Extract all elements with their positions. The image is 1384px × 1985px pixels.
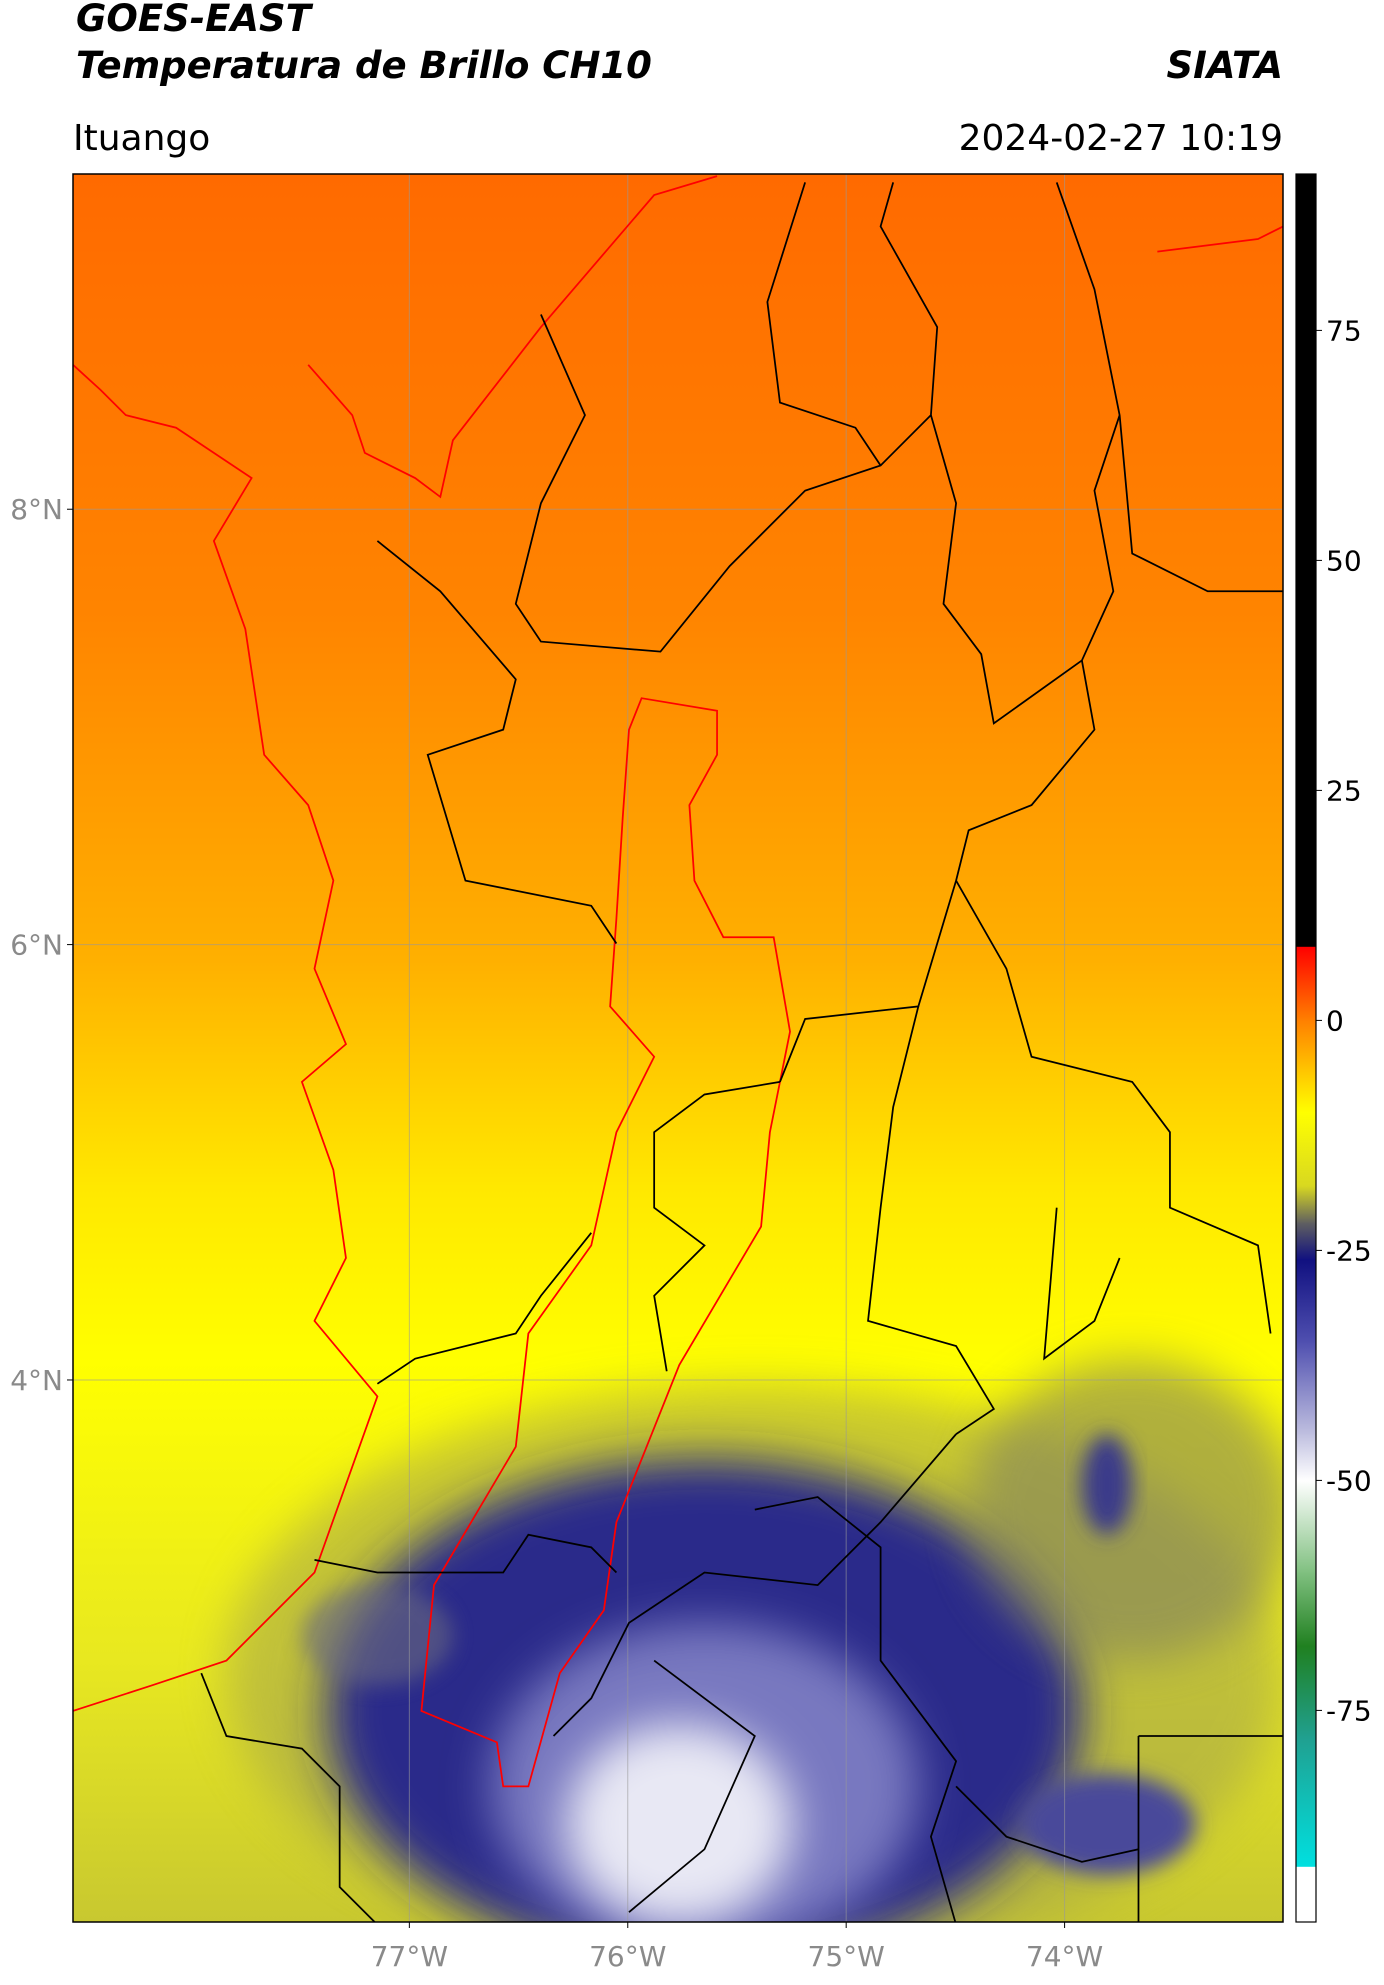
colorbar-segment xyxy=(1296,174,1316,948)
location: Ituango xyxy=(73,118,210,159)
x-tick-label: 75°W xyxy=(808,1940,885,1973)
colorbar-segment xyxy=(1296,1259,1316,1343)
colorbar-frame xyxy=(1295,173,1317,1923)
colorbar-tick-label: 0 xyxy=(1326,1004,1344,1037)
colorbar-segment xyxy=(1296,1112,1316,1187)
colorbar-segment xyxy=(1296,1020,1316,1113)
x-tick-label: 74°W xyxy=(1026,1940,1103,1973)
y-tick-label: 6°N xyxy=(10,929,63,962)
timestamp: 2024-02-27 10:19 xyxy=(959,118,1283,159)
y-tick-label: 8°N xyxy=(10,493,63,526)
colorbar-segment xyxy=(1296,1646,1316,1739)
source: SIATA xyxy=(1166,44,1283,87)
colorbar-segment xyxy=(1296,1222,1316,1261)
colorbar-segment xyxy=(1296,1866,1316,1923)
colorbar-tick-label: 50 xyxy=(1326,544,1362,577)
colorbar-segment xyxy=(1296,1342,1316,1435)
cold-clouds xyxy=(226,1358,1283,1922)
colorbar-tick-label: -50 xyxy=(1326,1464,1372,1497)
colorbar-segment xyxy=(1296,1572,1316,1647)
colorbar-tick-label: -75 xyxy=(1326,1694,1372,1727)
subtitle: Temperatura de Brillo CH10 xyxy=(76,44,652,87)
colorbar-segment xyxy=(1296,1434,1316,1481)
colorbar xyxy=(1296,174,1316,1923)
colorbar-segment xyxy=(1296,1738,1316,1868)
colorbar-segment xyxy=(1296,1186,1316,1224)
x-tick-label: 76°W xyxy=(589,1940,666,1973)
colorbar-tick-label: -25 xyxy=(1326,1234,1372,1267)
borders xyxy=(73,175,1283,1922)
title: GOES-EAST xyxy=(76,0,314,40)
x-tick-label: 77°W xyxy=(371,1940,448,1973)
map-field xyxy=(73,174,1283,1922)
colorbar-tick-label: 75 xyxy=(1326,314,1362,347)
map-frame xyxy=(72,173,1284,1923)
colorbar-segment xyxy=(1296,1480,1316,1573)
colorbar-tick-label: 25 xyxy=(1326,774,1362,807)
y-tick-label: 4°N xyxy=(10,1364,63,1397)
colorbar-segment xyxy=(1296,946,1316,1021)
